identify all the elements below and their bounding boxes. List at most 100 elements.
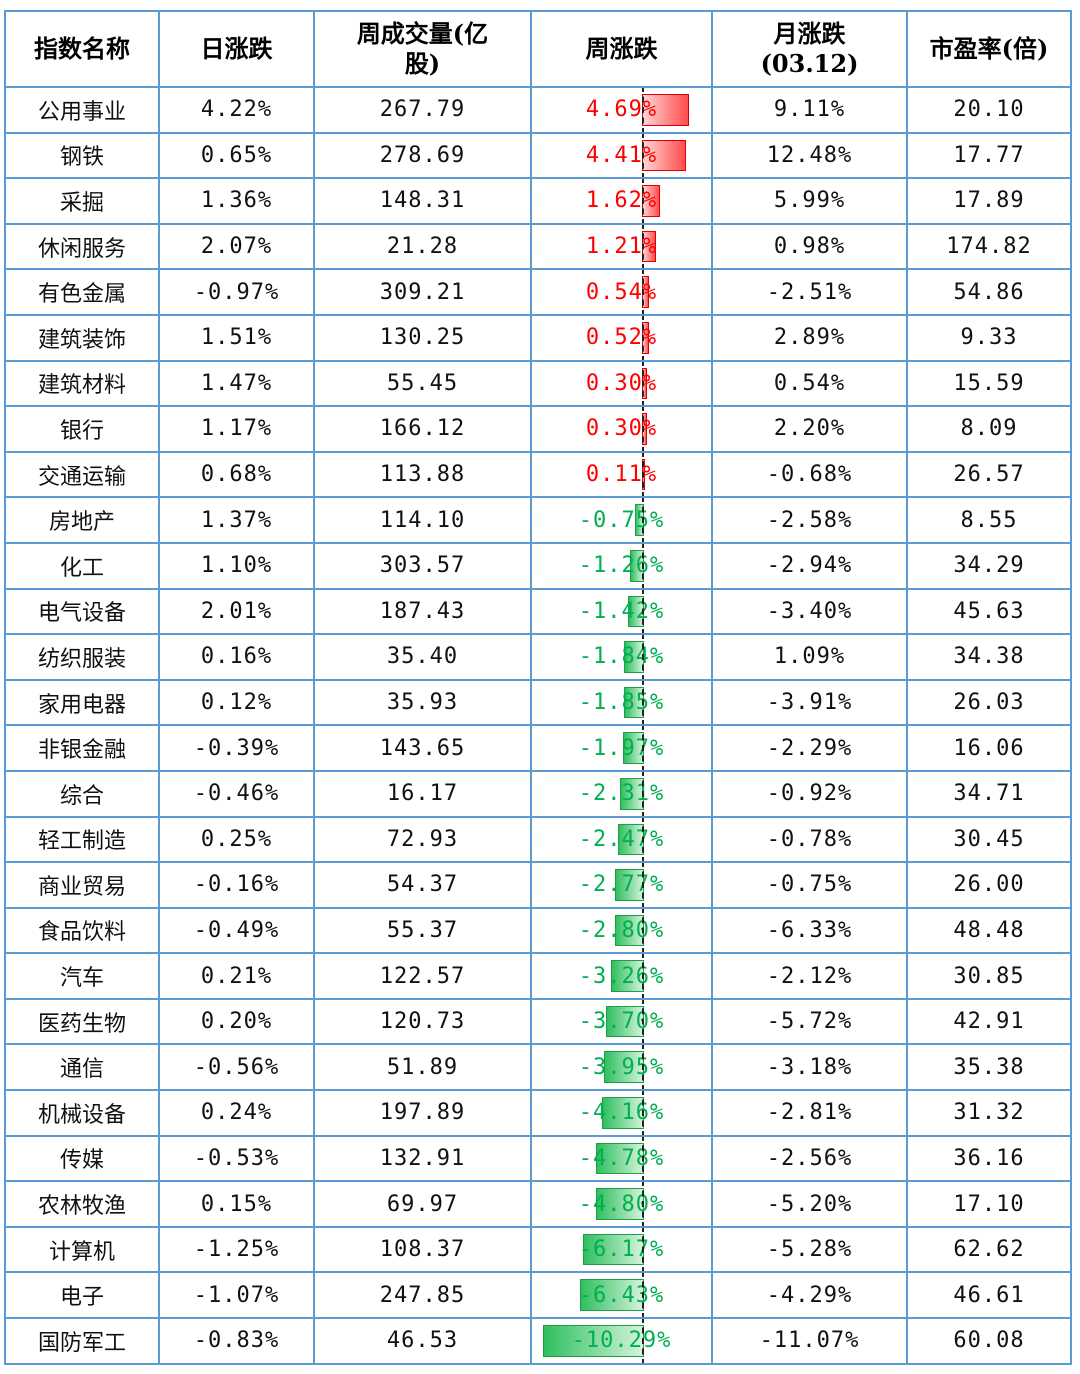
row-weekly-change: -1.85% xyxy=(530,678,713,727)
row-pe-ratio: 30.85 xyxy=(906,952,1072,1000)
row-daily-change: 1.51% xyxy=(158,313,315,362)
weekly-change-value: -2.47% xyxy=(578,826,665,852)
row-weekly-volume: 51.89 xyxy=(313,1043,532,1092)
header-monthly-change-line1: 月涨跌 xyxy=(773,19,846,48)
table-row: 建筑装饰 1.51% 130.25 0.52% 2.89% 9.33 xyxy=(4,313,1072,362)
weekly-change-value: -6.17% xyxy=(578,1237,665,1263)
table-row: 建筑材料 1.47% 55.45 0.30% 0.54% 15.59 xyxy=(4,359,1072,408)
row-monthly-change: 1.09% xyxy=(711,633,908,681)
row-monthly-change: -3.91% xyxy=(711,678,908,727)
row-daily-change: 0.15% xyxy=(158,1180,315,1228)
row-monthly-change: -5.28% xyxy=(711,1225,908,1274)
row-pe-ratio: 34.38 xyxy=(906,633,1072,681)
table-row: 有色金属 -0.97% 309.21 0.54% -2.51% 54.86 xyxy=(4,268,1072,316)
weekly-zero-axis xyxy=(642,1183,644,1225)
row-pe-ratio: 35.38 xyxy=(906,1043,1072,1092)
row-pe-ratio: 48.48 xyxy=(906,906,1072,955)
weekly-zero-axis xyxy=(642,88,644,131)
row-weekly-volume: 113.88 xyxy=(313,450,532,499)
row-weekly-volume: 247.85 xyxy=(313,1271,532,1320)
weekly-zero-axis xyxy=(642,590,644,633)
weekly-change-value: -10.29% xyxy=(571,1328,672,1354)
row-daily-change: 2.01% xyxy=(158,587,315,636)
row-daily-change: 1.36% xyxy=(158,177,315,225)
row-weekly-volume: 303.57 xyxy=(313,541,532,590)
row-pe-ratio: 36.16 xyxy=(906,1134,1072,1183)
row-pe-ratio: 46.61 xyxy=(906,1271,1072,1320)
row-weekly-change: -4.80% xyxy=(530,1180,713,1228)
table-row: 采掘 1.36% 148.31 1.62% 5.99% 17.89 xyxy=(4,177,1072,225)
header-monthly-change-line2: (03.12) xyxy=(760,49,859,78)
row-daily-change: -0.46% xyxy=(158,769,315,818)
weekly-change-value: -6.43% xyxy=(578,1282,665,1308)
row-pe-ratio: 31.32 xyxy=(906,1089,1072,1137)
weekly-zero-axis xyxy=(642,1092,644,1134)
weekly-zero-axis xyxy=(642,544,644,587)
weekly-zero-axis xyxy=(642,1000,644,1043)
row-monthly-change: 2.89% xyxy=(711,313,908,362)
weekly-zero-axis xyxy=(642,727,644,769)
weekly-change-value: 0.52% xyxy=(585,325,658,351)
row-name: 化工 xyxy=(4,541,160,590)
row-name: 机械设备 xyxy=(4,1089,160,1137)
row-weekly-change: -1.84% xyxy=(530,633,713,681)
row-daily-change: 0.21% xyxy=(158,952,315,1000)
row-monthly-change: -2.51% xyxy=(711,268,908,316)
row-weekly-change: 1.21% xyxy=(530,222,713,271)
weekly-zero-axis xyxy=(642,955,644,997)
header-daily-change: 日涨跌 xyxy=(158,10,315,88)
row-monthly-change: -2.12% xyxy=(711,952,908,1000)
weekly-zero-axis xyxy=(642,134,644,177)
weekly-change-value: 0.30% xyxy=(585,370,658,396)
weekly-loss-bar xyxy=(580,1279,644,1312)
row-monthly-change: -2.56% xyxy=(711,1134,908,1183)
row-weekly-change: -4.78% xyxy=(530,1134,713,1183)
row-weekly-volume: 108.37 xyxy=(313,1225,532,1274)
row-daily-change: -1.07% xyxy=(158,1271,315,1320)
row-daily-change: 4.22% xyxy=(158,86,315,134)
table-row: 传媒 -0.53% 132.91 -4.78% -2.56% 36.16 xyxy=(4,1134,1072,1183)
row-weekly-change: 0.52% xyxy=(530,313,713,362)
row-monthly-change: 9.11% xyxy=(711,86,908,134)
table-row: 轻工制造 0.25% 72.93 -2.47% -0.78% 30.45 xyxy=(4,815,1072,864)
row-daily-change: 1.10% xyxy=(158,541,315,590)
weekly-zero-axis xyxy=(642,772,644,815)
row-daily-change: 0.65% xyxy=(158,131,315,180)
row-monthly-change: -0.92% xyxy=(711,769,908,818)
row-name: 综合 xyxy=(4,769,160,818)
row-weekly-change: -6.43% xyxy=(530,1271,713,1320)
weekly-change-value: -1.97% xyxy=(578,735,665,761)
row-weekly-volume: 46.53 xyxy=(313,1317,532,1365)
row-monthly-change: -11.07% xyxy=(711,1317,908,1365)
row-monthly-change: -2.94% xyxy=(711,541,908,590)
row-weekly-change: 0.54% xyxy=(530,268,713,316)
row-pe-ratio: 9.33 xyxy=(906,313,1072,362)
weekly-zero-axis xyxy=(642,362,644,405)
row-weekly-change: 1.62% xyxy=(530,177,713,225)
table-row: 钢铁 0.65% 278.69 4.41% 12.48% 17.77 xyxy=(4,131,1072,180)
row-name: 商业贸易 xyxy=(4,861,160,909)
header-name: 指数名称 xyxy=(4,10,160,88)
weekly-zero-axis xyxy=(642,909,644,952)
row-monthly-change: 5.99% xyxy=(711,177,908,225)
row-weekly-change: -1.42% xyxy=(530,587,713,636)
row-weekly-volume: 197.89 xyxy=(313,1089,532,1137)
row-monthly-change: 0.98% xyxy=(711,222,908,271)
row-pe-ratio: 54.86 xyxy=(906,268,1072,316)
weekly-change-value: -1.85% xyxy=(578,690,665,716)
row-pe-ratio: 42.91 xyxy=(906,997,1072,1046)
weekly-loss-bar xyxy=(604,1051,644,1084)
row-monthly-change: -0.75% xyxy=(711,861,908,909)
row-daily-change: -0.49% xyxy=(158,906,315,955)
weekly-change-value: -4.80% xyxy=(578,1191,665,1217)
row-pe-ratio: 34.29 xyxy=(906,541,1072,590)
row-daily-change: 1.37% xyxy=(158,496,315,544)
table-row: 纺织服装 0.16% 35.40 -1.84% 1.09% 34.38 xyxy=(4,633,1072,681)
row-pe-ratio: 62.62 xyxy=(906,1225,1072,1274)
row-weekly-volume: 120.73 xyxy=(313,997,532,1046)
weekly-zero-axis xyxy=(642,636,644,678)
row-pe-ratio: 26.00 xyxy=(906,861,1072,909)
row-weekly-change: -3.95% xyxy=(530,1043,713,1092)
row-weekly-volume: 132.91 xyxy=(313,1134,532,1183)
row-weekly-change: -1.26% xyxy=(530,541,713,590)
